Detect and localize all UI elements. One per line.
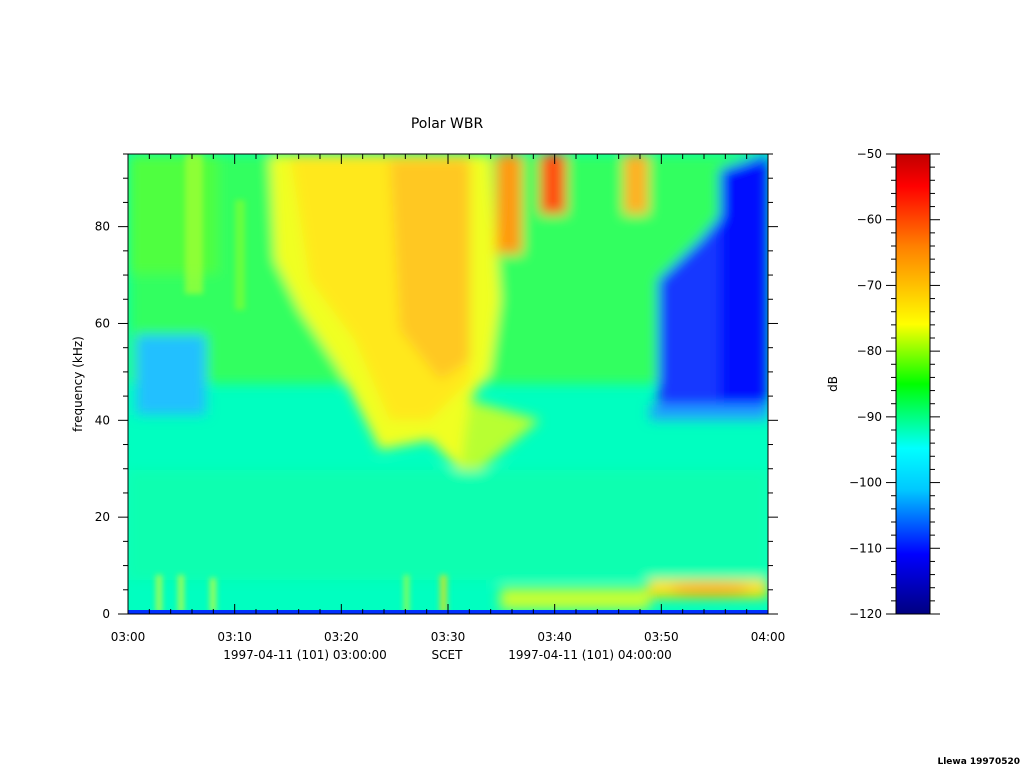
credit-text: Llewa 19970520 [937, 757, 1020, 767]
spectrogram-image [128, 154, 768, 614]
x-tick-label: 03:20 [324, 630, 359, 644]
colorbar-tick-label: −120 [849, 607, 882, 621]
x-tick-label: 03:00 [111, 630, 146, 644]
colorbar-tick-label: −90 [857, 410, 882, 424]
x-label-start: 1997-04-11 (101) 03:00:00 [223, 648, 387, 662]
x-tick-label: 03:50 [644, 630, 679, 644]
colorbar-label: dB [826, 376, 840, 392]
x-tick-label: 03:40 [537, 630, 572, 644]
colorbar-tick-label: −70 [857, 278, 882, 292]
y-tick-label: 80 [95, 220, 110, 234]
x-axis: 03:00 03:10 03:20 03:30 03:40 03:50 04:00 [111, 154, 786, 644]
chart-title: Polar WBR [411, 116, 484, 132]
colorbar [895, 153, 931, 615]
x-label-end: 1997-04-11 (101) 04:00:00 [508, 648, 672, 662]
x-label-scet: SCET [432, 648, 464, 662]
y-tick-label: 20 [95, 510, 110, 524]
y-axis: 0 20 40 60 80 [95, 153, 778, 621]
colorbar-tick-label: −50 [857, 147, 882, 161]
colorbar-tick-label: −60 [857, 213, 882, 227]
y-tick-label: 0 [102, 607, 110, 621]
colorbar-axis: −50 −60 −70 −80 −90 −100 −110 −120 [849, 147, 940, 621]
x-tick-label: 03:10 [217, 630, 252, 644]
colorbar-tick-label: −100 [849, 476, 882, 490]
y-axis-label: frequency (kHz) [71, 336, 85, 432]
colorbar-tick-label: −80 [857, 344, 882, 358]
y-tick-label: 40 [95, 413, 110, 427]
y-tick-label: 60 [95, 316, 110, 330]
colorbar-tick-label: −110 [849, 541, 882, 555]
x-tick-label: 04:00 [751, 630, 786, 644]
x-tick-label: 03:30 [431, 630, 466, 644]
